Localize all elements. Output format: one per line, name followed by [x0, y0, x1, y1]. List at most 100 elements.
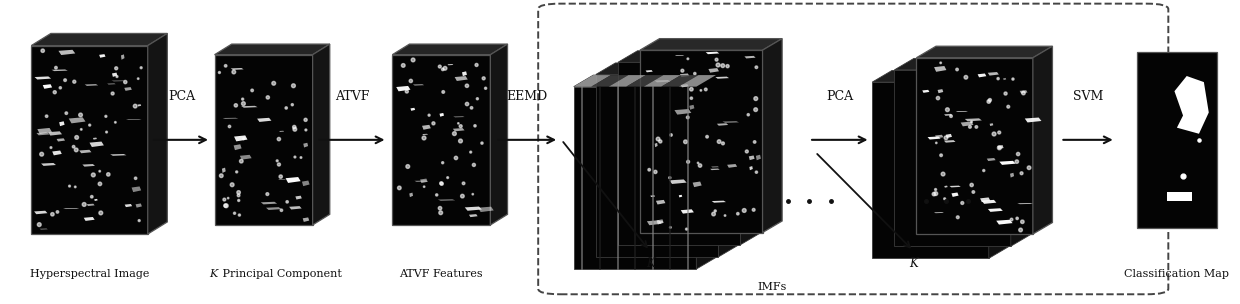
- Polygon shape: [655, 80, 671, 82]
- Polygon shape: [934, 66, 946, 72]
- Point: [744, 207, 764, 212]
- Point: [962, 119, 982, 124]
- Point: [941, 114, 961, 119]
- Point: [738, 112, 758, 117]
- Point: [1003, 77, 1023, 81]
- Point: [285, 127, 305, 132]
- Point: [427, 192, 446, 197]
- Point: [947, 67, 967, 72]
- Point: [728, 211, 748, 216]
- Point: [952, 201, 972, 206]
- Polygon shape: [35, 76, 51, 80]
- Polygon shape: [222, 168, 226, 173]
- Point: [46, 65, 66, 70]
- Point: [98, 172, 118, 177]
- Point: [966, 125, 986, 130]
- Polygon shape: [312, 44, 330, 225]
- Polygon shape: [956, 111, 968, 112]
- Polygon shape: [267, 207, 281, 210]
- Polygon shape: [916, 58, 1033, 234]
- Point: [433, 160, 453, 165]
- Polygon shape: [997, 145, 1003, 149]
- Point: [424, 121, 444, 126]
- Polygon shape: [423, 134, 428, 135]
- Polygon shape: [469, 214, 477, 217]
- Text: ATVF: ATVF: [335, 90, 370, 103]
- Polygon shape: [278, 179, 286, 180]
- Point: [960, 124, 980, 129]
- Polygon shape: [744, 56, 755, 58]
- Polygon shape: [923, 90, 930, 93]
- Point: [47, 209, 67, 214]
- Point: [67, 135, 87, 140]
- Point: [393, 63, 413, 68]
- Point: [37, 114, 57, 119]
- Point: [210, 70, 229, 75]
- Polygon shape: [1024, 118, 1042, 123]
- Polygon shape: [1011, 58, 1030, 246]
- Polygon shape: [640, 39, 782, 50]
- Point: [678, 115, 698, 120]
- Point: [678, 159, 698, 164]
- Polygon shape: [448, 64, 454, 65]
- Polygon shape: [1033, 46, 1053, 234]
- Point: [706, 209, 725, 213]
- Polygon shape: [708, 68, 719, 73]
- Text: PCA: PCA: [826, 90, 853, 103]
- Point: [233, 101, 253, 106]
- Polygon shape: [894, 70, 1011, 246]
- Polygon shape: [285, 177, 300, 183]
- Polygon shape: [749, 166, 753, 170]
- Polygon shape: [916, 46, 1053, 58]
- Point: [272, 208, 291, 213]
- Polygon shape: [646, 70, 652, 72]
- Point: [745, 140, 765, 144]
- Point: [464, 162, 484, 167]
- Point: [430, 210, 450, 215]
- Point: [129, 218, 149, 223]
- Polygon shape: [988, 208, 1003, 212]
- Point: [713, 141, 733, 146]
- Polygon shape: [670, 179, 687, 184]
- Polygon shape: [392, 55, 490, 225]
- Point: [956, 75, 976, 80]
- Polygon shape: [125, 204, 133, 207]
- Point: [935, 196, 955, 201]
- Point: [277, 105, 296, 110]
- Point: [433, 67, 453, 72]
- Point: [926, 191, 946, 196]
- Polygon shape: [94, 199, 98, 201]
- Point: [229, 198, 249, 203]
- Point: [937, 107, 957, 112]
- Point: [677, 227, 697, 232]
- Polygon shape: [982, 200, 997, 204]
- Polygon shape: [740, 51, 760, 245]
- Point: [646, 169, 666, 174]
- Point: [926, 187, 946, 192]
- Polygon shape: [944, 114, 952, 116]
- Polygon shape: [279, 131, 284, 132]
- Polygon shape: [215, 44, 330, 55]
- Polygon shape: [675, 109, 692, 115]
- Point: [453, 194, 472, 199]
- Point: [990, 145, 1009, 150]
- Point: [465, 123, 485, 128]
- Point: [97, 130, 117, 134]
- Text: EEMD: EEMD: [506, 90, 548, 103]
- Point: [446, 156, 466, 161]
- Point: [419, 113, 439, 118]
- Point: [678, 56, 698, 61]
- Polygon shape: [148, 33, 167, 234]
- Point: [676, 139, 696, 144]
- Point: [988, 76, 1008, 81]
- Polygon shape: [465, 206, 482, 211]
- Polygon shape: [693, 181, 702, 187]
- Polygon shape: [60, 121, 64, 126]
- Polygon shape: [944, 140, 956, 143]
- Polygon shape: [681, 209, 694, 214]
- Polygon shape: [574, 87, 697, 269]
- Polygon shape: [1137, 52, 1216, 228]
- Point: [661, 225, 681, 230]
- Point: [79, 123, 99, 128]
- Polygon shape: [438, 199, 455, 201]
